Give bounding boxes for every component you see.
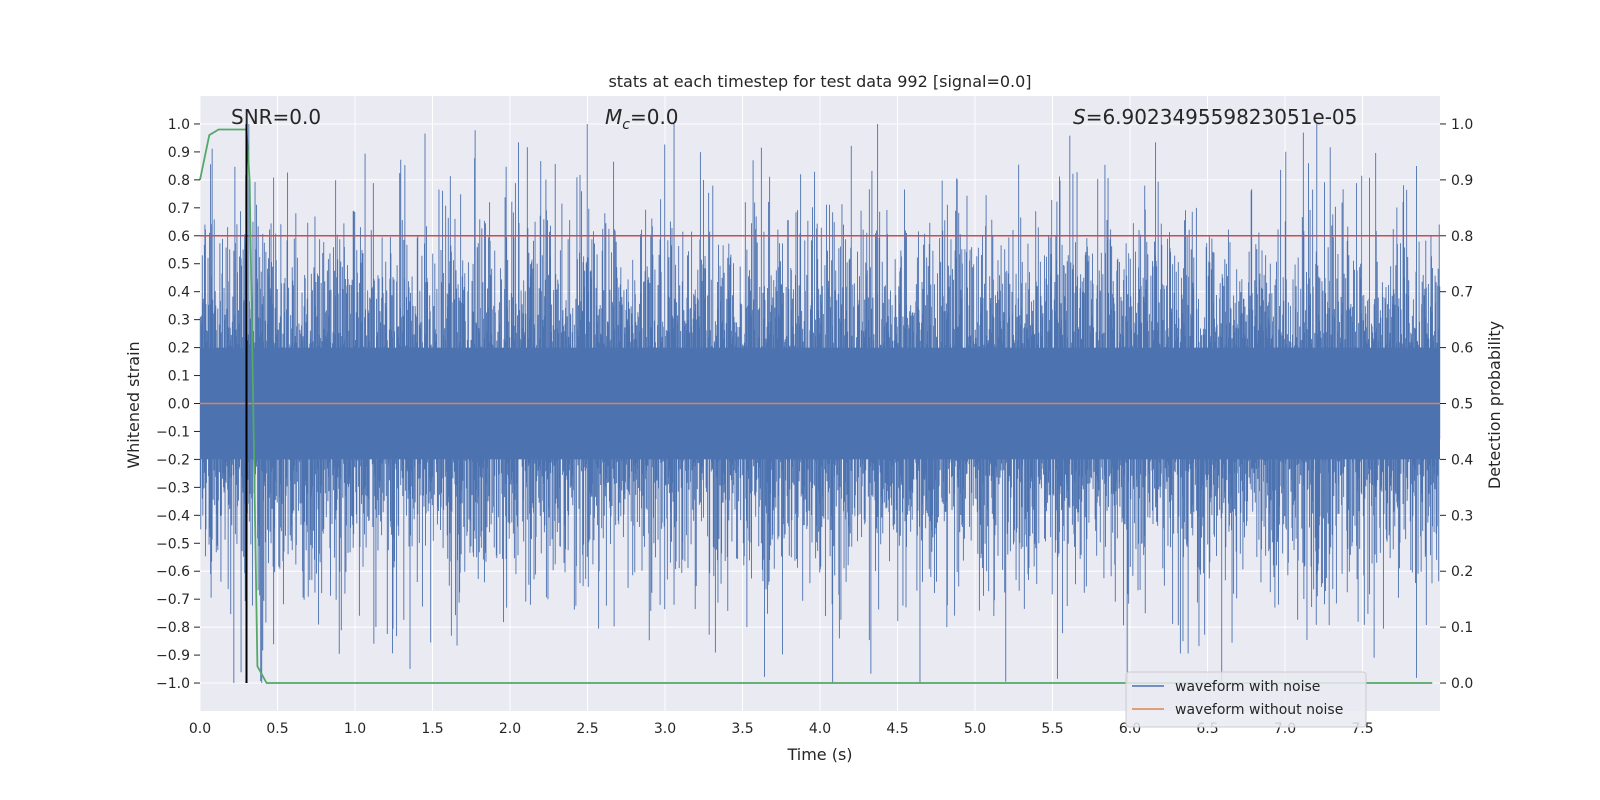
y-tick-label: 0.2 <box>168 341 190 357</box>
series-detection-probability <box>199 128 1433 684</box>
legend: waveform with noise waveform without noi… <box>1125 671 1367 728</box>
y-tick-label: −0.7 <box>156 592 190 608</box>
mc-symbol: M <box>605 105 622 129</box>
x-tick-label: 4.0 <box>809 721 831 737</box>
right-y-tick-label: 0.7 <box>1451 285 1473 301</box>
x-tick-label: 5.5 <box>1041 721 1063 737</box>
x-tick-label: 3.0 <box>654 721 676 737</box>
right-y-tick-label: 0.4 <box>1451 452 1473 468</box>
right-y-tick-label: 0.1 <box>1451 620 1473 636</box>
right-y-tick-label: 0.9 <box>1451 173 1473 189</box>
s-symbol: S <box>1073 105 1086 129</box>
x-tick-label: 3.5 <box>731 721 753 737</box>
y-tick-label: 0.7 <box>168 201 190 217</box>
y-tick-label: 0.8 <box>168 173 190 189</box>
right-y-tick-label: 0.8 <box>1451 229 1473 245</box>
y-tick-label: 1.0 <box>168 117 190 133</box>
y-axis-label: Whitened strain <box>124 341 143 468</box>
right-y-tick-label: 0.0 <box>1451 676 1473 692</box>
x-tick-label: 0.5 <box>266 721 288 737</box>
x-tick-label: 5.0 <box>964 721 986 737</box>
s-annotation: S=6.902349559823051e-05 <box>1073 105 1357 129</box>
y-tick-label: 0.3 <box>168 313 190 329</box>
x-tick-label: 4.5 <box>886 721 908 737</box>
right-y-axis-label: Detection probability <box>1485 321 1504 489</box>
x-tick-label: 2.5 <box>576 721 598 737</box>
y-tick-label: −0.2 <box>156 452 190 468</box>
right-y-tick-label: 1.0 <box>1451 117 1473 133</box>
x-tick-label: 0.0 <box>189 721 211 737</box>
right-y-tick-label: 0.5 <box>1451 397 1473 413</box>
snr-annotation: SNR=0.0 <box>231 105 321 129</box>
x-axis-label: Time (s) <box>786 745 852 764</box>
y-tick-label: −1.0 <box>156 676 190 692</box>
y-tick-label: 0.4 <box>168 285 190 301</box>
y-tick-label: 0.9 <box>168 145 190 161</box>
y-tick-label: −0.8 <box>156 620 190 636</box>
mc-annotation: Mc=0.0 <box>605 105 679 133</box>
chart-title: stats at each timestep for test data 992… <box>608 72 1031 91</box>
y-axis-ticks: 1.0 0.9 0.8 0.7 0.6 0.5 0.4 0.3 0.2 0.1 0.0 −0.1 −0.… <box>156 117 200 692</box>
y-tick-label: −0.9 <box>156 648 190 664</box>
x-tick-label: 1.5 <box>421 721 443 737</box>
y-tick-label: 0.5 <box>168 257 190 273</box>
x-tick-label: 1.0 <box>344 721 366 737</box>
x-tick-label: 2.0 <box>499 721 521 737</box>
y-tick-label: 0.0 <box>168 397 190 413</box>
legend-box <box>1125 671 1367 728</box>
s-value: =6.902349559823051e-05 <box>1086 105 1358 129</box>
legend-label-waveform-without-noise: waveform without noise <box>1175 702 1343 718</box>
right-y-tick-label: 0.2 <box>1451 564 1473 580</box>
y-tick-label: 0.6 <box>168 229 190 245</box>
y-tick-label: −0.5 <box>156 536 190 552</box>
right-y-tick-label: 0.3 <box>1451 508 1473 524</box>
y-tick-label: −0.6 <box>156 564 190 580</box>
y-tick-label: −0.1 <box>156 424 190 440</box>
y-tick-label: −0.3 <box>156 480 190 496</box>
y-tick-label: 0.1 <box>168 369 190 385</box>
right-y-axis-ticks: 1.0 0.9 0.8 0.7 0.6 0.5 0.4 0.3 0.2 0.1 0.0 <box>1440 117 1473 692</box>
legend-label-waveform-with-noise: waveform with noise <box>1175 679 1320 695</box>
right-y-tick-label: 0.6 <box>1451 341 1473 357</box>
y-tick-label: −0.4 <box>156 508 190 524</box>
mc-subscript: c <box>622 117 630 133</box>
mc-value: =0.0 <box>630 105 679 129</box>
x-axis-ticks: 0.0 0.5 1.0 1.5 2.0 2.5 3.0 3.5 4.0 4.5 5.0 5.5 6.0 6… <box>189 721 1374 737</box>
